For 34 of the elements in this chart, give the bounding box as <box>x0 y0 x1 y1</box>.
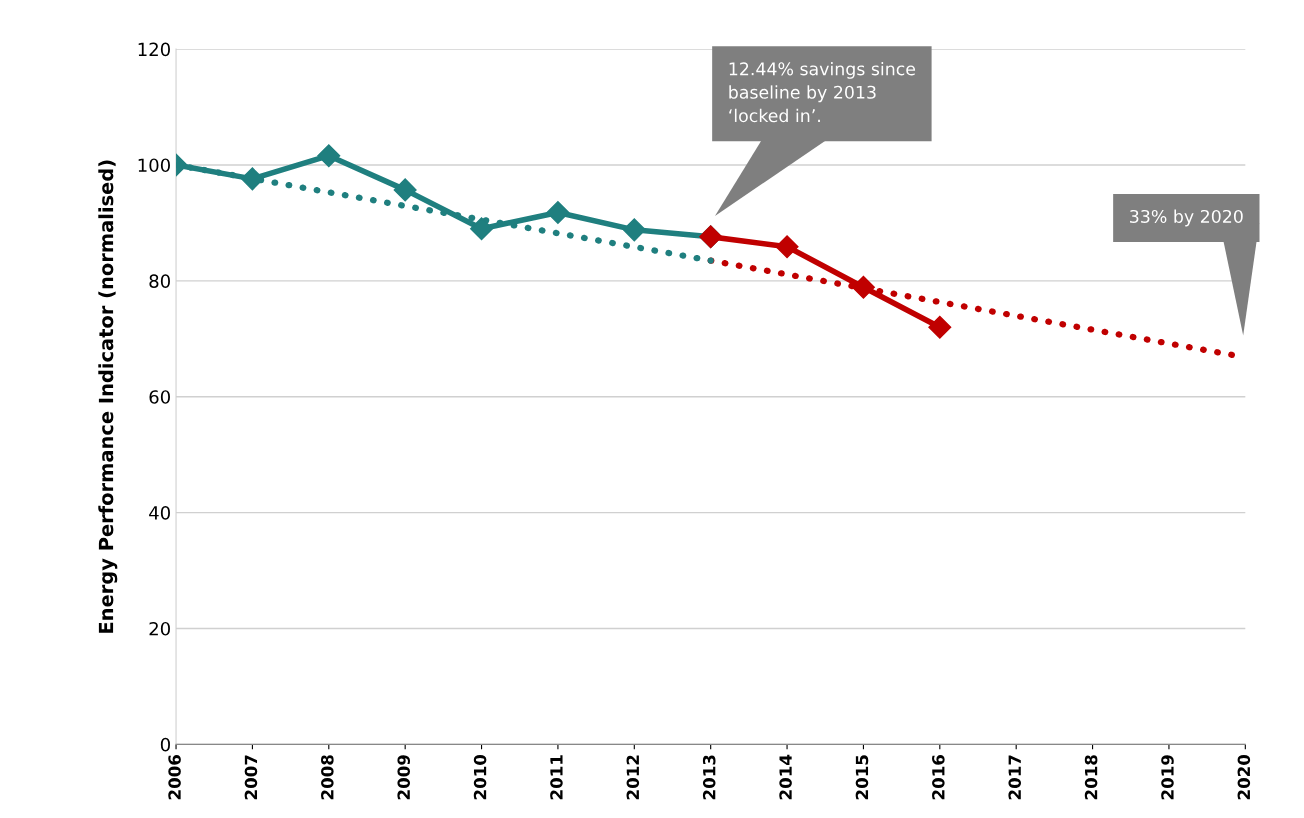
point <box>622 218 646 242</box>
point <box>317 144 341 168</box>
y-axis-title: Energy Performance Indicator (normalised) <box>98 160 118 633</box>
x-tick-label: 2011 <box>550 755 563 800</box>
point <box>546 200 570 224</box>
x-tick-label: 2008 <box>321 755 334 800</box>
point <box>851 275 875 299</box>
x-tick-label: 2019 <box>1161 755 1174 800</box>
point <box>928 315 952 339</box>
x-tick-label: 2018 <box>1084 755 1098 800</box>
y-tick-label: 100 <box>138 158 170 173</box>
x-tick-label: 2013 <box>702 755 716 800</box>
annotation: 12.44% savings since baseline by 2013 ‘locked in’. <box>729 61 916 123</box>
point <box>775 235 799 259</box>
x-tick-label: 2012 <box>626 755 640 800</box>
x-tick-label: 2009 <box>397 755 411 800</box>
y-tick-label: 80 <box>149 274 170 288</box>
x-tick-label: 2017 <box>1008 755 1022 800</box>
x-tick-label: 2010 <box>473 754 487 800</box>
point <box>470 217 494 241</box>
y-tick-label: 40 <box>149 506 170 520</box>
x-tick-label: 2015 <box>855 755 869 800</box>
y-tick-label: 20 <box>149 621 170 636</box>
point <box>240 167 264 191</box>
point <box>393 178 417 202</box>
annotation: 33% by 2020 <box>1130 209 1243 227</box>
x-tick-label: 2016 <box>932 755 945 800</box>
x-tick-label: 2006 <box>168 755 181 800</box>
x-tick-label: 2007 <box>244 755 258 800</box>
x-tick-label: 2020 <box>1237 754 1251 800</box>
y-tick-label: 120 <box>138 42 170 57</box>
y-tick-label: 0 <box>160 737 170 752</box>
y-tick-label: 60 <box>149 390 170 404</box>
x-tick-label: 2014 <box>779 754 792 800</box>
